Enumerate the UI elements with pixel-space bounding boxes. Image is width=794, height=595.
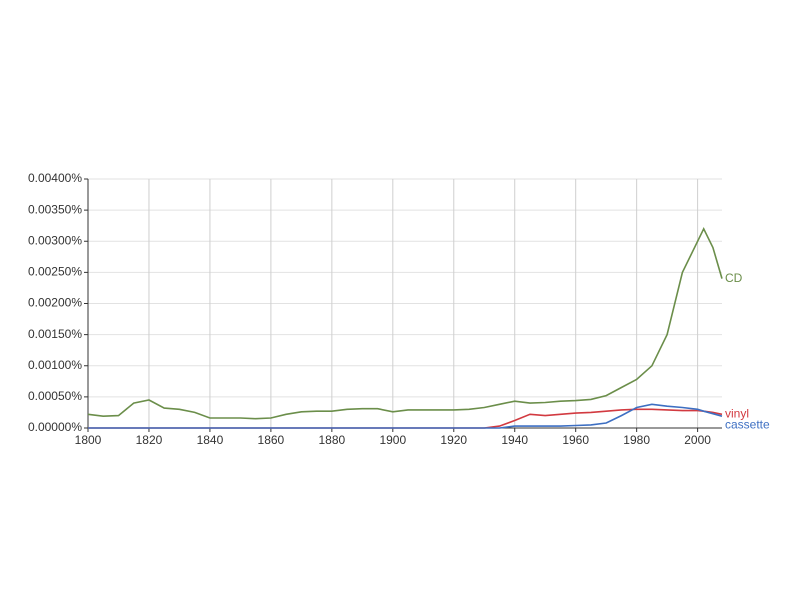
y-tick-label: 0.00350% (28, 202, 82, 216)
x-tick-label: 1860 (258, 433, 285, 447)
x-tick-label: 1980 (623, 433, 650, 447)
x-tick-label: 1840 (197, 433, 224, 447)
y-tick-label: 0.00250% (28, 265, 82, 279)
x-tick-label: 1800 (75, 433, 102, 447)
y-tick-label: 0.00100% (28, 358, 82, 372)
y-tick-label: 0.00400% (28, 171, 82, 185)
y-tick-label: 0.00000% (28, 420, 82, 434)
x-tick-label: 1960 (562, 433, 589, 447)
series-label: vinyl (725, 406, 749, 420)
y-tick-label: 0.00200% (28, 296, 82, 310)
series-line (87, 226, 723, 420)
x-tick-label: 1880 (318, 433, 345, 447)
x-tick-label: 1920 (440, 433, 467, 447)
series-label: cassette (725, 417, 770, 431)
x-tick-label: 2000 (684, 433, 711, 447)
y-tick-label: 0.00150% (28, 327, 82, 341)
x-tick-label: 1820 (136, 433, 163, 447)
series-label: CD (725, 271, 743, 285)
y-tick-label: 0.00050% (28, 389, 82, 403)
x-tick-label: 1900 (379, 433, 406, 447)
series-line (88, 403, 723, 429)
x-tick-label: 1940 (501, 433, 528, 447)
y-tick-label: 0.00300% (28, 233, 82, 247)
